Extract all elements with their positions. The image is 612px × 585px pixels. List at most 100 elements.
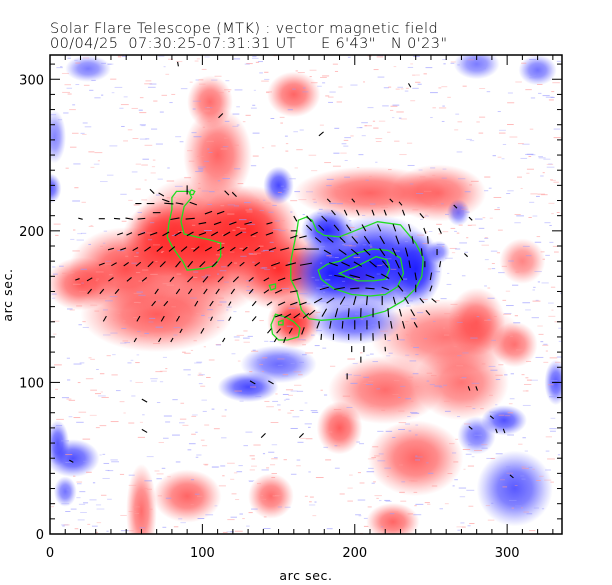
field-vector (313, 297, 323, 304)
noise-speck (130, 359, 134, 361)
noise-speck (246, 289, 252, 291)
noise-speck (234, 339, 240, 341)
noise-speck (66, 308, 73, 310)
noise-speck (176, 273, 182, 275)
noise-speck (286, 325, 294, 327)
noise-speck (305, 438, 313, 440)
noise-speck (63, 524, 70, 526)
field-vector (160, 315, 165, 322)
noise-speck (299, 409, 304, 411)
noise-speck (377, 264, 383, 266)
noise-speck (178, 231, 183, 233)
noise-speck (171, 235, 176, 237)
noise-speck (538, 333, 544, 335)
noise-speck (507, 412, 514, 414)
noise-speck (229, 251, 235, 253)
noise-speck (378, 120, 386, 122)
noise-speck (88, 243, 91, 245)
noise-speck (450, 227, 456, 229)
noise-speck (335, 412, 342, 414)
noise-speck (201, 68, 207, 70)
noise-speck (120, 514, 127, 516)
noise-speck (264, 202, 271, 204)
noise-speck (62, 91, 70, 93)
noise-speck (451, 317, 454, 319)
noise-speck (224, 173, 229, 175)
field-vector (381, 273, 390, 280)
field-vector (213, 221, 222, 226)
noise-speck (285, 389, 294, 391)
noise-speck (270, 118, 275, 120)
noise-speck (236, 106, 240, 108)
noise-speck (144, 83, 153, 85)
field-vector (331, 209, 336, 216)
noise-speck (288, 307, 296, 309)
noise-speck (323, 446, 329, 448)
field-region-negative (50, 110, 66, 164)
noise-speck (315, 477, 324, 479)
noise-speck (308, 501, 312, 503)
noise-speck (495, 379, 501, 381)
noise-speck (304, 423, 312, 425)
noise-speck (558, 327, 562, 329)
noise-speck (101, 94, 104, 96)
noise-speck (132, 506, 140, 508)
field-vector (341, 261, 350, 267)
noise-speck (552, 82, 560, 84)
noise-speck (465, 453, 472, 455)
noise-speck (541, 508, 545, 510)
noise-speck (234, 168, 241, 170)
field-vector (149, 232, 158, 236)
noise-speck (463, 468, 466, 470)
noise-speck (339, 493, 345, 495)
noise-speck (233, 58, 241, 60)
noise-speck (432, 107, 436, 109)
noise-speck (444, 410, 451, 412)
noise-speck (480, 408, 484, 410)
noise-speck (479, 116, 486, 118)
noise-speck (139, 138, 147, 140)
field-vector (132, 247, 139, 252)
noise-speck (294, 384, 302, 386)
noise-speck (302, 339, 307, 341)
field-vector (299, 235, 307, 239)
field-vector (126, 276, 132, 282)
noise-speck (375, 161, 378, 163)
noise-speck (495, 404, 498, 406)
noise-speck (544, 479, 552, 481)
field-vector (187, 288, 193, 295)
noise-speck (469, 140, 475, 142)
noise-speck (73, 229, 76, 231)
noise-speck (434, 385, 442, 387)
noise-speck (297, 339, 306, 341)
noise-speck (462, 85, 467, 87)
noise-speck (382, 105, 389, 107)
noise-speck (182, 424, 189, 426)
noise-speck (498, 364, 504, 366)
noise-speck (268, 211, 274, 213)
noise-speck (88, 151, 95, 153)
noise-speck (65, 167, 69, 169)
noise-speck (389, 109, 394, 111)
noise-speck (492, 155, 496, 157)
noise-speck (211, 408, 215, 410)
noise-speck (325, 279, 331, 281)
noise-speck (359, 482, 365, 484)
noise-speck (343, 145, 349, 147)
field-vector (381, 286, 390, 291)
noise-speck (535, 356, 544, 358)
noise-speck (521, 374, 525, 376)
noise-speck (410, 100, 416, 102)
noise-speck (252, 261, 255, 263)
noise-speck (400, 118, 407, 120)
noise-speck (152, 159, 156, 161)
noise-speck (272, 400, 279, 402)
noise-speck (271, 458, 278, 460)
noise-speck (261, 469, 269, 471)
noise-speck (399, 339, 405, 341)
noise-speck (155, 371, 163, 373)
noise-speck (423, 73, 427, 75)
noise-speck (532, 289, 536, 291)
noise-speck (530, 193, 538, 195)
noise-speck (191, 433, 196, 435)
